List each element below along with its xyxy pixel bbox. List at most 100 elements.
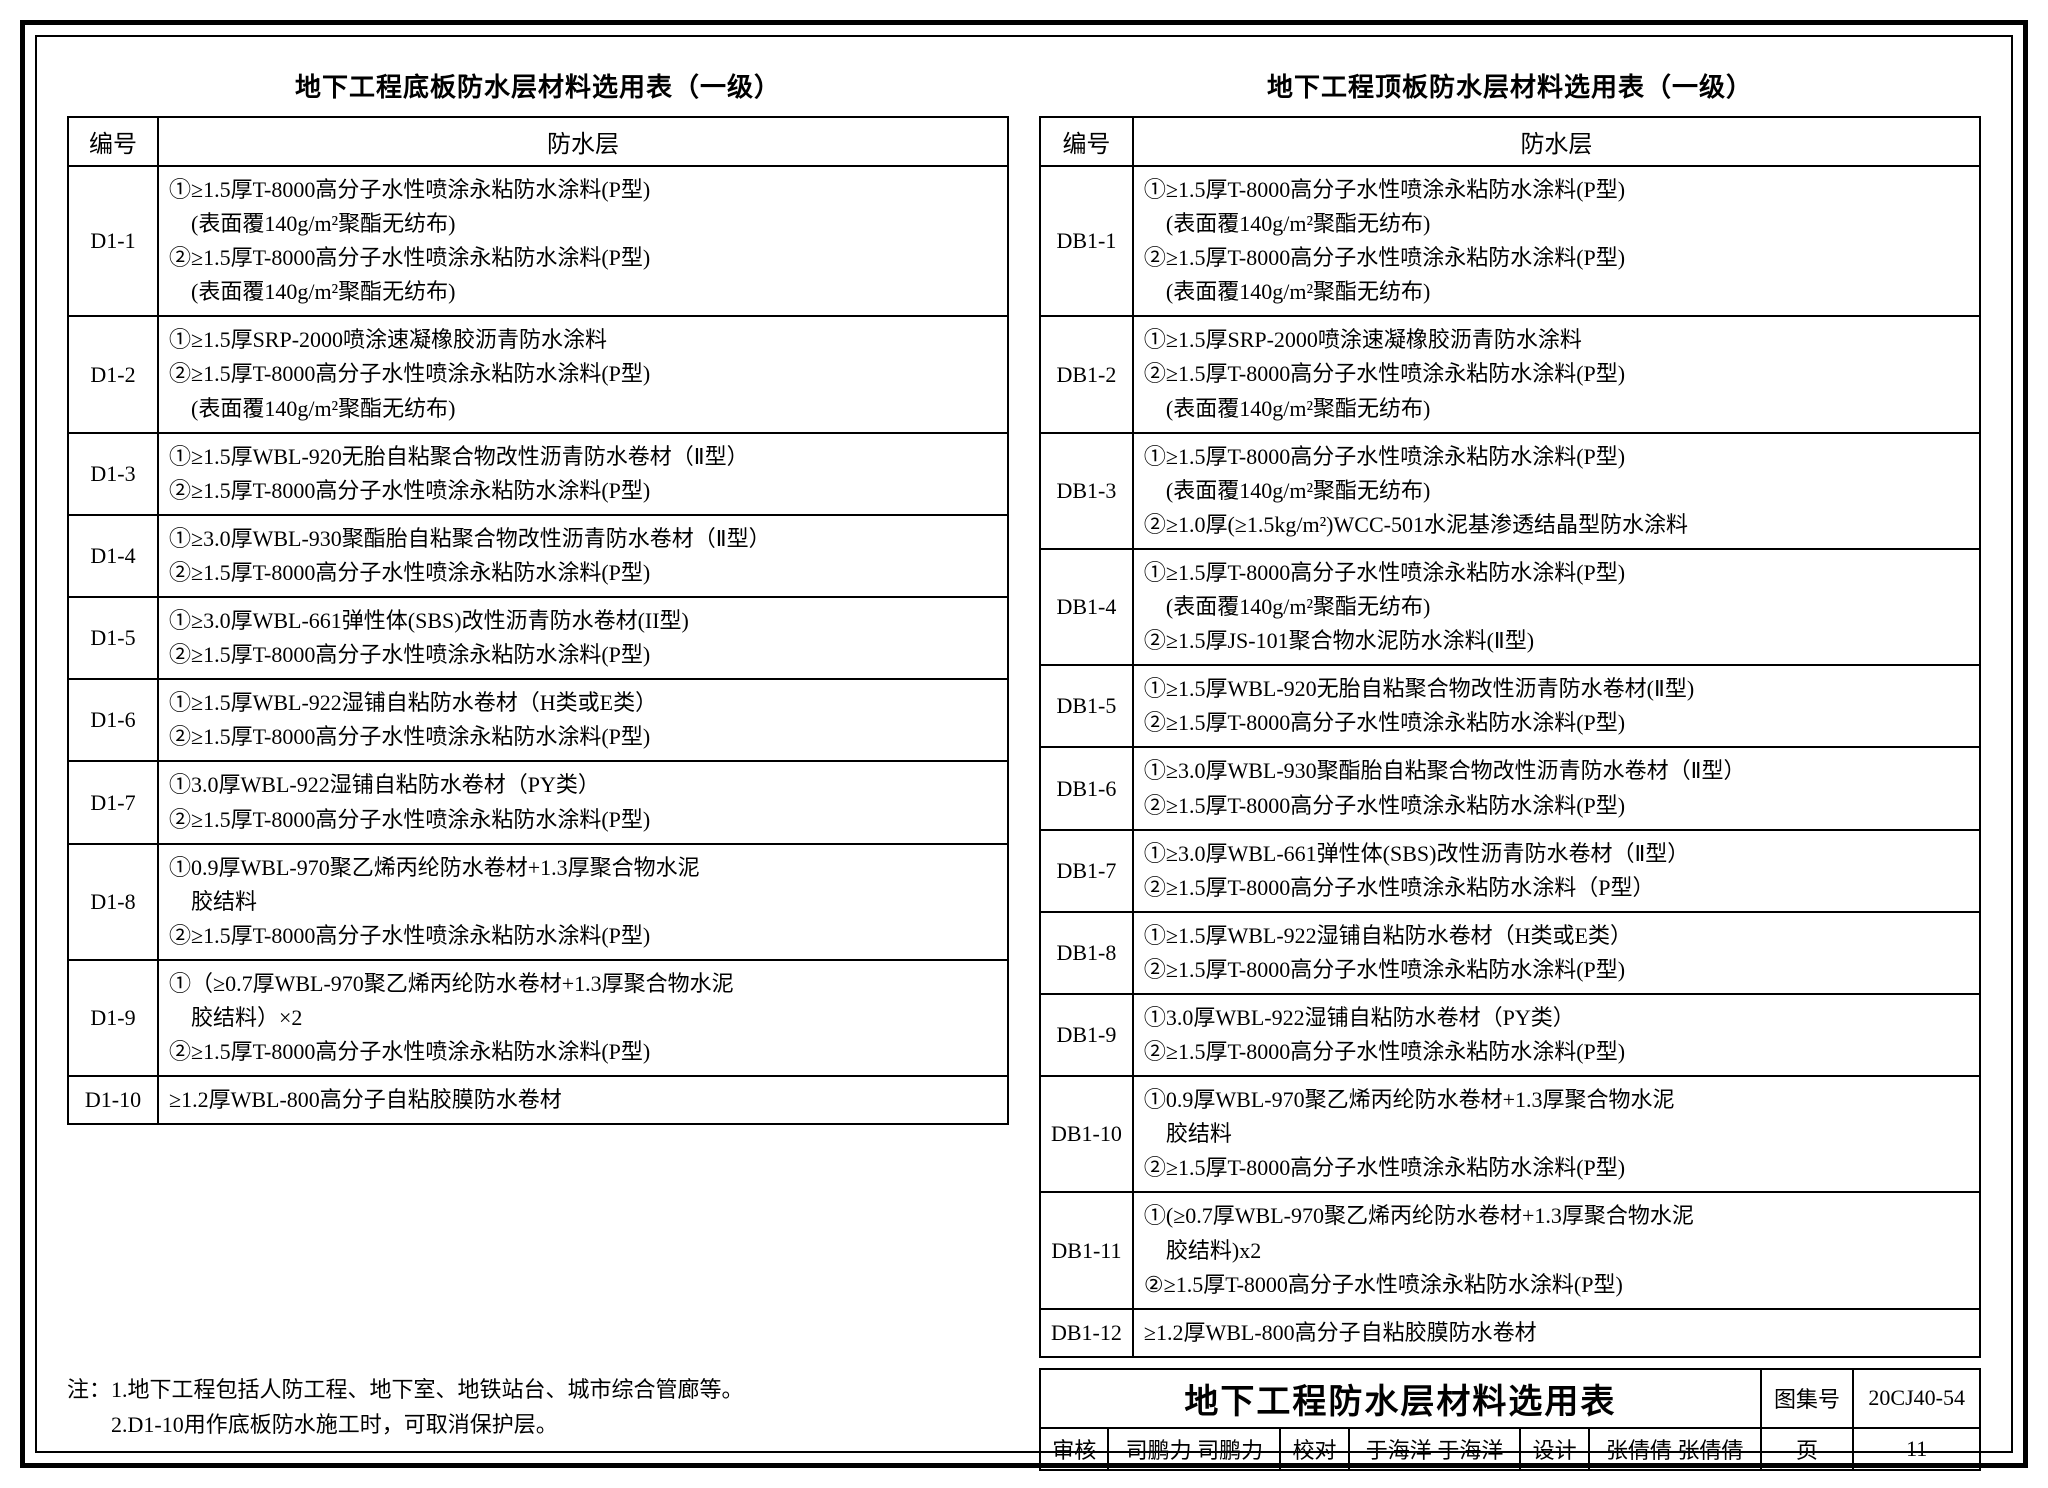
inner-frame: 地下工程底板防水层材料选用表（一级） 编号 防水层 D1-1①≥1.5厚T-80… bbox=[35, 35, 2013, 1453]
row-description: ①3.0厚WBL-922湿铺自粘防水卷材（PY类）②≥1.5厚T-8000高分子… bbox=[158, 761, 1008, 843]
atlas-label: 图集号 bbox=[1761, 1369, 1854, 1428]
notes-text: 注：1.地下工程包括人防工程、地下室、地铁站台、城市综合管廊等。 2.D1-10… bbox=[67, 1372, 1009, 1442]
drawing-main-title: 地下工程防水层材料选用表 bbox=[1040, 1369, 1761, 1428]
tables-row: 地下工程底板防水层材料选用表（一级） 编号 防水层 D1-1①≥1.5厚T-80… bbox=[67, 67, 1981, 1358]
table-row: DB1-2①≥1.5厚SRP-2000喷涂速凝橡胶沥青防水涂料②≥1.5厚T-8… bbox=[1040, 316, 1980, 432]
table-row: DB1-3①≥1.5厚T-8000高分子水性喷涂永粘防水涂料(P型) (表面覆1… bbox=[1040, 433, 1980, 549]
row-description: ①0.9厚WBL-970聚乙烯丙纶防水卷材+1.3厚聚合物水泥 胶结料②≥1.5… bbox=[158, 844, 1008, 960]
table-row: DB1-12≥1.2厚WBL-800高分子自粘胶膜防水卷材 bbox=[1040, 1309, 1980, 1357]
table-row: D1-2①≥1.5厚SRP-2000喷涂速凝橡胶沥青防水涂料②≥1.5厚T-80… bbox=[68, 316, 1008, 432]
table-row: DB1-5①≥1.5厚WBL-920无胎自粘聚合物改性沥青防水卷材(Ⅱ型)②≥1… bbox=[1040, 665, 1980, 747]
table-row: DB1-10①0.9厚WBL-970聚乙烯丙纶防水卷材+1.3厚聚合物水泥 胶结… bbox=[1040, 1076, 1980, 1192]
row-code: DB1-12 bbox=[1040, 1309, 1133, 1357]
notes-area: 注：1.地下工程包括人防工程、地下室、地铁站台、城市综合管廊等。 2.D1-10… bbox=[67, 1358, 1009, 1442]
table-row: D1-3①≥1.5厚WBL-920无胎自粘聚合物改性沥青防水卷材（Ⅱ型）②≥1.… bbox=[68, 433, 1008, 515]
row-description: ①≥1.5厚SRP-2000喷涂速凝橡胶沥青防水涂料②≥1.5厚T-8000高分… bbox=[158, 316, 1008, 432]
check-name: 于海洋 于海洋 bbox=[1349, 1428, 1521, 1470]
row-code: D1-6 bbox=[68, 679, 158, 761]
row-description: ①≥3.0厚WBL-661弹性体(SBS)改性沥青防水卷材(II型)②≥1.5厚… bbox=[158, 597, 1008, 679]
titleblock-area: 地下工程防水层材料选用表 图集号 20CJ40-54 审核 司鹏力 司鹏力 校对… bbox=[1039, 1358, 1981, 1471]
row-code: DB1-9 bbox=[1040, 994, 1133, 1076]
table-row: D1-4①≥3.0厚WBL-930聚酯胎自粘聚合物改性沥青防水卷材（Ⅱ型）②≥1… bbox=[68, 515, 1008, 597]
row-code: D1-4 bbox=[68, 515, 158, 597]
titleblock-row-1: 地下工程防水层材料选用表 图集号 20CJ40-54 bbox=[1040, 1369, 1980, 1428]
row-description: ①≥3.0厚WBL-930聚酯胎自粘聚合物改性沥青防水卷材（Ⅱ型）②≥1.5厚T… bbox=[1133, 747, 1980, 829]
table-row: DB1-4①≥1.5厚T-8000高分子水性喷涂永粘防水涂料(P型) (表面覆1… bbox=[1040, 549, 1980, 665]
row-code: D1-3 bbox=[68, 433, 158, 515]
table-row: D1-5①≥3.0厚WBL-661弹性体(SBS)改性沥青防水卷材(II型)②≥… bbox=[68, 597, 1008, 679]
row-code: DB1-5 bbox=[1040, 665, 1133, 747]
row-code: D1-2 bbox=[68, 316, 158, 432]
row-description: ①≥1.5厚T-8000高分子水性喷涂永粘防水涂料(P型) (表面覆140g/m… bbox=[1133, 166, 1980, 316]
row-code: D1-8 bbox=[68, 844, 158, 960]
header-code: 编号 bbox=[1040, 117, 1133, 166]
check-name-text: 于海洋 bbox=[1366, 1438, 1432, 1463]
row-description: ①≥1.5厚T-8000高分子水性喷涂永粘防水涂料(P型) (表面覆140g/m… bbox=[1133, 549, 1980, 665]
design-name: 张倩倩 张倩倩 bbox=[1589, 1428, 1761, 1470]
left-material-table: 编号 防水层 D1-1①≥1.5厚T-8000高分子水性喷涂永粘防水涂料(P型)… bbox=[67, 116, 1009, 1125]
review-name: 司鹏力 司鹏力 bbox=[1108, 1428, 1280, 1470]
right-table-column: 地下工程顶板防水层材料选用表（一级） 编号 防水层 DB1-1①≥1.5厚T-8… bbox=[1039, 67, 1981, 1358]
row-code: DB1-11 bbox=[1040, 1192, 1133, 1308]
page-number: 11 bbox=[1853, 1428, 1980, 1470]
row-code: DB1-8 bbox=[1040, 912, 1133, 994]
table-row: DB1-7①≥3.0厚WBL-661弹性体(SBS)改性沥青防水卷材（Ⅱ型）②≥… bbox=[1040, 830, 1980, 912]
row-code: D1-9 bbox=[68, 960, 158, 1076]
row-code: DB1-6 bbox=[1040, 747, 1133, 829]
right-material-table: 编号 防水层 DB1-1①≥1.5厚T-8000高分子水性喷涂永粘防水涂料(P型… bbox=[1039, 116, 1981, 1358]
table-header-row: 编号 防水层 bbox=[68, 117, 1008, 166]
row-code: D1-1 bbox=[68, 166, 158, 316]
drawing-sheet: 地下工程底板防水层材料选用表（一级） 编号 防水层 D1-1①≥1.5厚T-80… bbox=[20, 20, 2028, 1468]
row-code: DB1-7 bbox=[1040, 830, 1133, 912]
row-description: ①≥1.5厚T-8000高分子水性喷涂永粘防水涂料(P型) (表面覆140g/m… bbox=[158, 166, 1008, 316]
row-description: ①3.0厚WBL-922湿铺自粘防水卷材（PY类）②≥1.5厚T-8000高分子… bbox=[1133, 994, 1980, 1076]
row-description: ①（≥0.7厚WBL-970聚乙烯丙纶防水卷材+1.3厚聚合物水泥 胶结料）×2… bbox=[158, 960, 1008, 1076]
left-table-column: 地下工程底板防水层材料选用表（一级） 编号 防水层 D1-1①≥1.5厚T-80… bbox=[67, 67, 1009, 1358]
row-description: ①≥1.5厚T-8000高分子水性喷涂永粘防水涂料(P型) (表面覆140g/m… bbox=[1133, 433, 1980, 549]
header-code: 编号 bbox=[68, 117, 158, 166]
row-code: DB1-1 bbox=[1040, 166, 1133, 316]
table-row: D1-6①≥1.5厚WBL-922湿铺自粘防水卷材（H类或E类）②≥1.5厚T-… bbox=[68, 679, 1008, 761]
table-header-row: 编号 防水层 bbox=[1040, 117, 1980, 166]
left-table-title: 地下工程底板防水层材料选用表（一级） bbox=[67, 67, 1009, 104]
design-label: 设计 bbox=[1520, 1428, 1588, 1470]
table-row: DB1-6①≥3.0厚WBL-930聚酯胎自粘聚合物改性沥青防水卷材（Ⅱ型）②≥… bbox=[1040, 747, 1980, 829]
check-signature: 于海洋 bbox=[1437, 1438, 1503, 1463]
row-description: ①≥1.5厚WBL-920无胎自粘聚合物改性沥青防水卷材(Ⅱ型)②≥1.5厚T-… bbox=[1133, 665, 1980, 747]
bottom-row: 注：1.地下工程包括人防工程、地下室、地铁站台、城市综合管廊等。 2.D1-10… bbox=[67, 1358, 1981, 1471]
row-description: ①(≥0.7厚WBL-970聚乙烯丙纶防水卷材+1.3厚聚合物水泥 胶结料)x2… bbox=[1133, 1192, 1980, 1308]
title-block-table: 地下工程防水层材料选用表 图集号 20CJ40-54 审核 司鹏力 司鹏力 校对… bbox=[1039, 1368, 1981, 1471]
review-signature: 司鹏力 bbox=[1197, 1438, 1263, 1463]
row-description: ①≥1.5厚WBL-920无胎自粘聚合物改性沥青防水卷材（Ⅱ型）②≥1.5厚T-… bbox=[158, 433, 1008, 515]
table-row: DB1-8①≥1.5厚WBL-922湿铺自粘防水卷材（H类或E类）②≥1.5厚T… bbox=[1040, 912, 1980, 994]
header-layer: 防水层 bbox=[1133, 117, 1980, 166]
table-row: DB1-11①(≥0.7厚WBL-970聚乙烯丙纶防水卷材+1.3厚聚合物水泥 … bbox=[1040, 1192, 1980, 1308]
row-code: DB1-10 bbox=[1040, 1076, 1133, 1192]
check-label: 校对 bbox=[1280, 1428, 1348, 1470]
row-code: D1-7 bbox=[68, 761, 158, 843]
row-description: ①0.9厚WBL-970聚乙烯丙纶防水卷材+1.3厚聚合物水泥 胶结料②≥1.5… bbox=[1133, 1076, 1980, 1192]
row-description: ①≥3.0厚WBL-661弹性体(SBS)改性沥青防水卷材（Ⅱ型）②≥1.5厚T… bbox=[1133, 830, 1980, 912]
table-row: D1-7①3.0厚WBL-922湿铺自粘防水卷材（PY类）②≥1.5厚T-800… bbox=[68, 761, 1008, 843]
table-row: D1-9①（≥0.7厚WBL-970聚乙烯丙纶防水卷材+1.3厚聚合物水泥 胶结… bbox=[68, 960, 1008, 1076]
row-code: D1-10 bbox=[68, 1076, 158, 1124]
design-name-text: 张倩倩 bbox=[1606, 1438, 1672, 1463]
table-row: DB1-9①3.0厚WBL-922湿铺自粘防水卷材（PY类）②≥1.5厚T-80… bbox=[1040, 994, 1980, 1076]
row-code: DB1-2 bbox=[1040, 316, 1133, 432]
row-code: DB1-3 bbox=[1040, 433, 1133, 549]
atlas-number: 20CJ40-54 bbox=[1853, 1369, 1980, 1428]
row-code: D1-5 bbox=[68, 597, 158, 679]
row-description: ①≥1.5厚SRP-2000喷涂速凝橡胶沥青防水涂料②≥1.5厚T-8000高分… bbox=[1133, 316, 1980, 432]
design-signature: 张倩倩 bbox=[1678, 1438, 1744, 1463]
row-description: ≥1.2厚WBL-800高分子自粘胶膜防水卷材 bbox=[158, 1076, 1008, 1124]
review-label: 审核 bbox=[1040, 1428, 1108, 1470]
row-description: ≥1.2厚WBL-800高分子自粘胶膜防水卷材 bbox=[1133, 1309, 1980, 1357]
row-description: ①≥1.5厚WBL-922湿铺自粘防水卷材（H类或E类）②≥1.5厚T-8000… bbox=[1133, 912, 1980, 994]
table-row: DB1-1①≥1.5厚T-8000高分子水性喷涂永粘防水涂料(P型) (表面覆1… bbox=[1040, 166, 1980, 316]
page-label: 页 bbox=[1761, 1428, 1854, 1470]
table-row: D1-10≥1.2厚WBL-800高分子自粘胶膜防水卷材 bbox=[68, 1076, 1008, 1124]
header-layer: 防水层 bbox=[158, 117, 1008, 166]
titleblock-row-2: 审核 司鹏力 司鹏力 校对 于海洋 于海洋 设计 张倩倩 bbox=[1040, 1428, 1980, 1470]
table-row: D1-8①0.9厚WBL-970聚乙烯丙纶防水卷材+1.3厚聚合物水泥 胶结料②… bbox=[68, 844, 1008, 960]
table-row: D1-1①≥1.5厚T-8000高分子水性喷涂永粘防水涂料(P型) (表面覆14… bbox=[68, 166, 1008, 316]
